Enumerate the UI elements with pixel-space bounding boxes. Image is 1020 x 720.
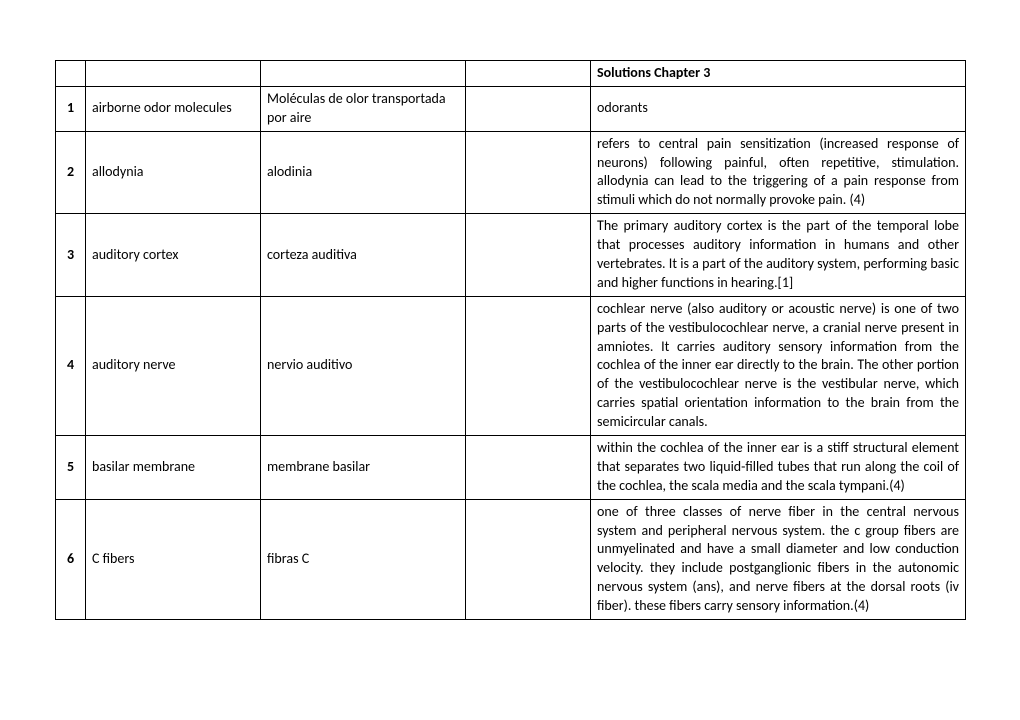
term-es: Moléculas de olor transportada por aire <box>261 86 466 131</box>
header-term-en <box>86 61 261 87</box>
col4 <box>466 131 591 214</box>
col4 <box>466 214 591 297</box>
table-body: Solutions Chapter 3 1 airborne odor mole… <box>56 61 966 620</box>
term-en: airborne odor molecules <box>86 86 261 131</box>
definition: cochlear nerve (also auditory or acousti… <box>591 296 966 435</box>
table-row: 5 basilar membrane membrane basilar with… <box>56 436 966 500</box>
definition: refers to central pain sensitization (in… <box>591 131 966 214</box>
definition: within the cochlea of the inner ear is a… <box>591 436 966 500</box>
header-term-es <box>261 61 466 87</box>
term-en: C fibers <box>86 499 261 619</box>
table-row: 1 airborne odor molecules Moléculas de o… <box>56 86 966 131</box>
col4 <box>466 499 591 619</box>
col4 <box>466 436 591 500</box>
term-es: fibras C <box>261 499 466 619</box>
glossary-table: Solutions Chapter 3 1 airborne odor mole… <box>55 60 966 620</box>
table-row: 2 allodynia alodinia refers to central p… <box>56 131 966 214</box>
term-es: membrane basilar <box>261 436 466 500</box>
term-es: corteza auditiva <box>261 214 466 297</box>
header-solutions: Solutions Chapter 3 <box>591 61 966 87</box>
table-row: 3 auditory cortex corteza auditiva The p… <box>56 214 966 297</box>
row-num: 4 <box>56 296 86 435</box>
term-en: auditory cortex <box>86 214 261 297</box>
header-num <box>56 61 86 87</box>
term-en: allodynia <box>86 131 261 214</box>
col4 <box>466 296 591 435</box>
term-es: alodinia <box>261 131 466 214</box>
term-es: nervio auditivo <box>261 296 466 435</box>
term-en: basilar membrane <box>86 436 261 500</box>
definition: one of three classes of nerve fiber in t… <box>591 499 966 619</box>
definition: The primary auditory cortex is the part … <box>591 214 966 297</box>
col4 <box>466 86 591 131</box>
table-row: 4 auditory nerve nervio auditivo cochlea… <box>56 296 966 435</box>
row-num: 3 <box>56 214 86 297</box>
header-col4 <box>466 61 591 87</box>
term-en: auditory nerve <box>86 296 261 435</box>
definition: odorants <box>591 86 966 131</box>
row-num: 5 <box>56 436 86 500</box>
row-num: 1 <box>56 86 86 131</box>
row-num: 6 <box>56 499 86 619</box>
row-num: 2 <box>56 131 86 214</box>
table-row: 6 C fibers fibras C one of three classes… <box>56 499 966 619</box>
header-row: Solutions Chapter 3 <box>56 61 966 87</box>
